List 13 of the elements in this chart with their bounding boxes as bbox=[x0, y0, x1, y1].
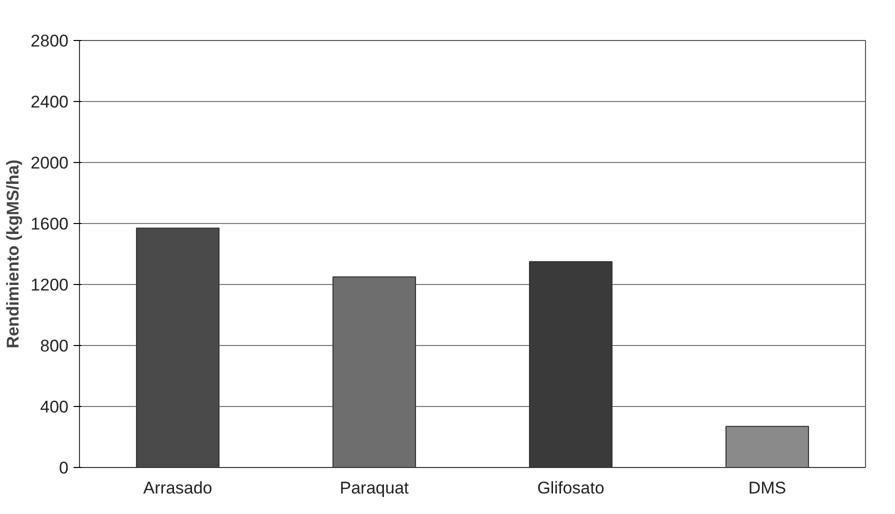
y-tick-label: 800 bbox=[40, 336, 69, 356]
y-tick-label: 400 bbox=[40, 398, 69, 416]
y-tick-label: 2400 bbox=[30, 92, 69, 112]
y-tick-label: 2800 bbox=[30, 32, 69, 50]
y-tick-label: 1600 bbox=[30, 214, 69, 234]
y-tick-label: 0 bbox=[59, 458, 69, 478]
x-tick-label: DMS bbox=[748, 478, 786, 498]
x-tick-label: Glifosato bbox=[537, 478, 604, 498]
y-tick-label: 1200 bbox=[30, 276, 69, 294]
x-tick-label: Paraquat bbox=[340, 478, 410, 498]
y-axis-title: Rendimiento (kgMS/ha) bbox=[4, 160, 23, 348]
y-tick-label: 2000 bbox=[30, 154, 69, 172]
x-tick-label: Arrasado bbox=[143, 478, 212, 498]
